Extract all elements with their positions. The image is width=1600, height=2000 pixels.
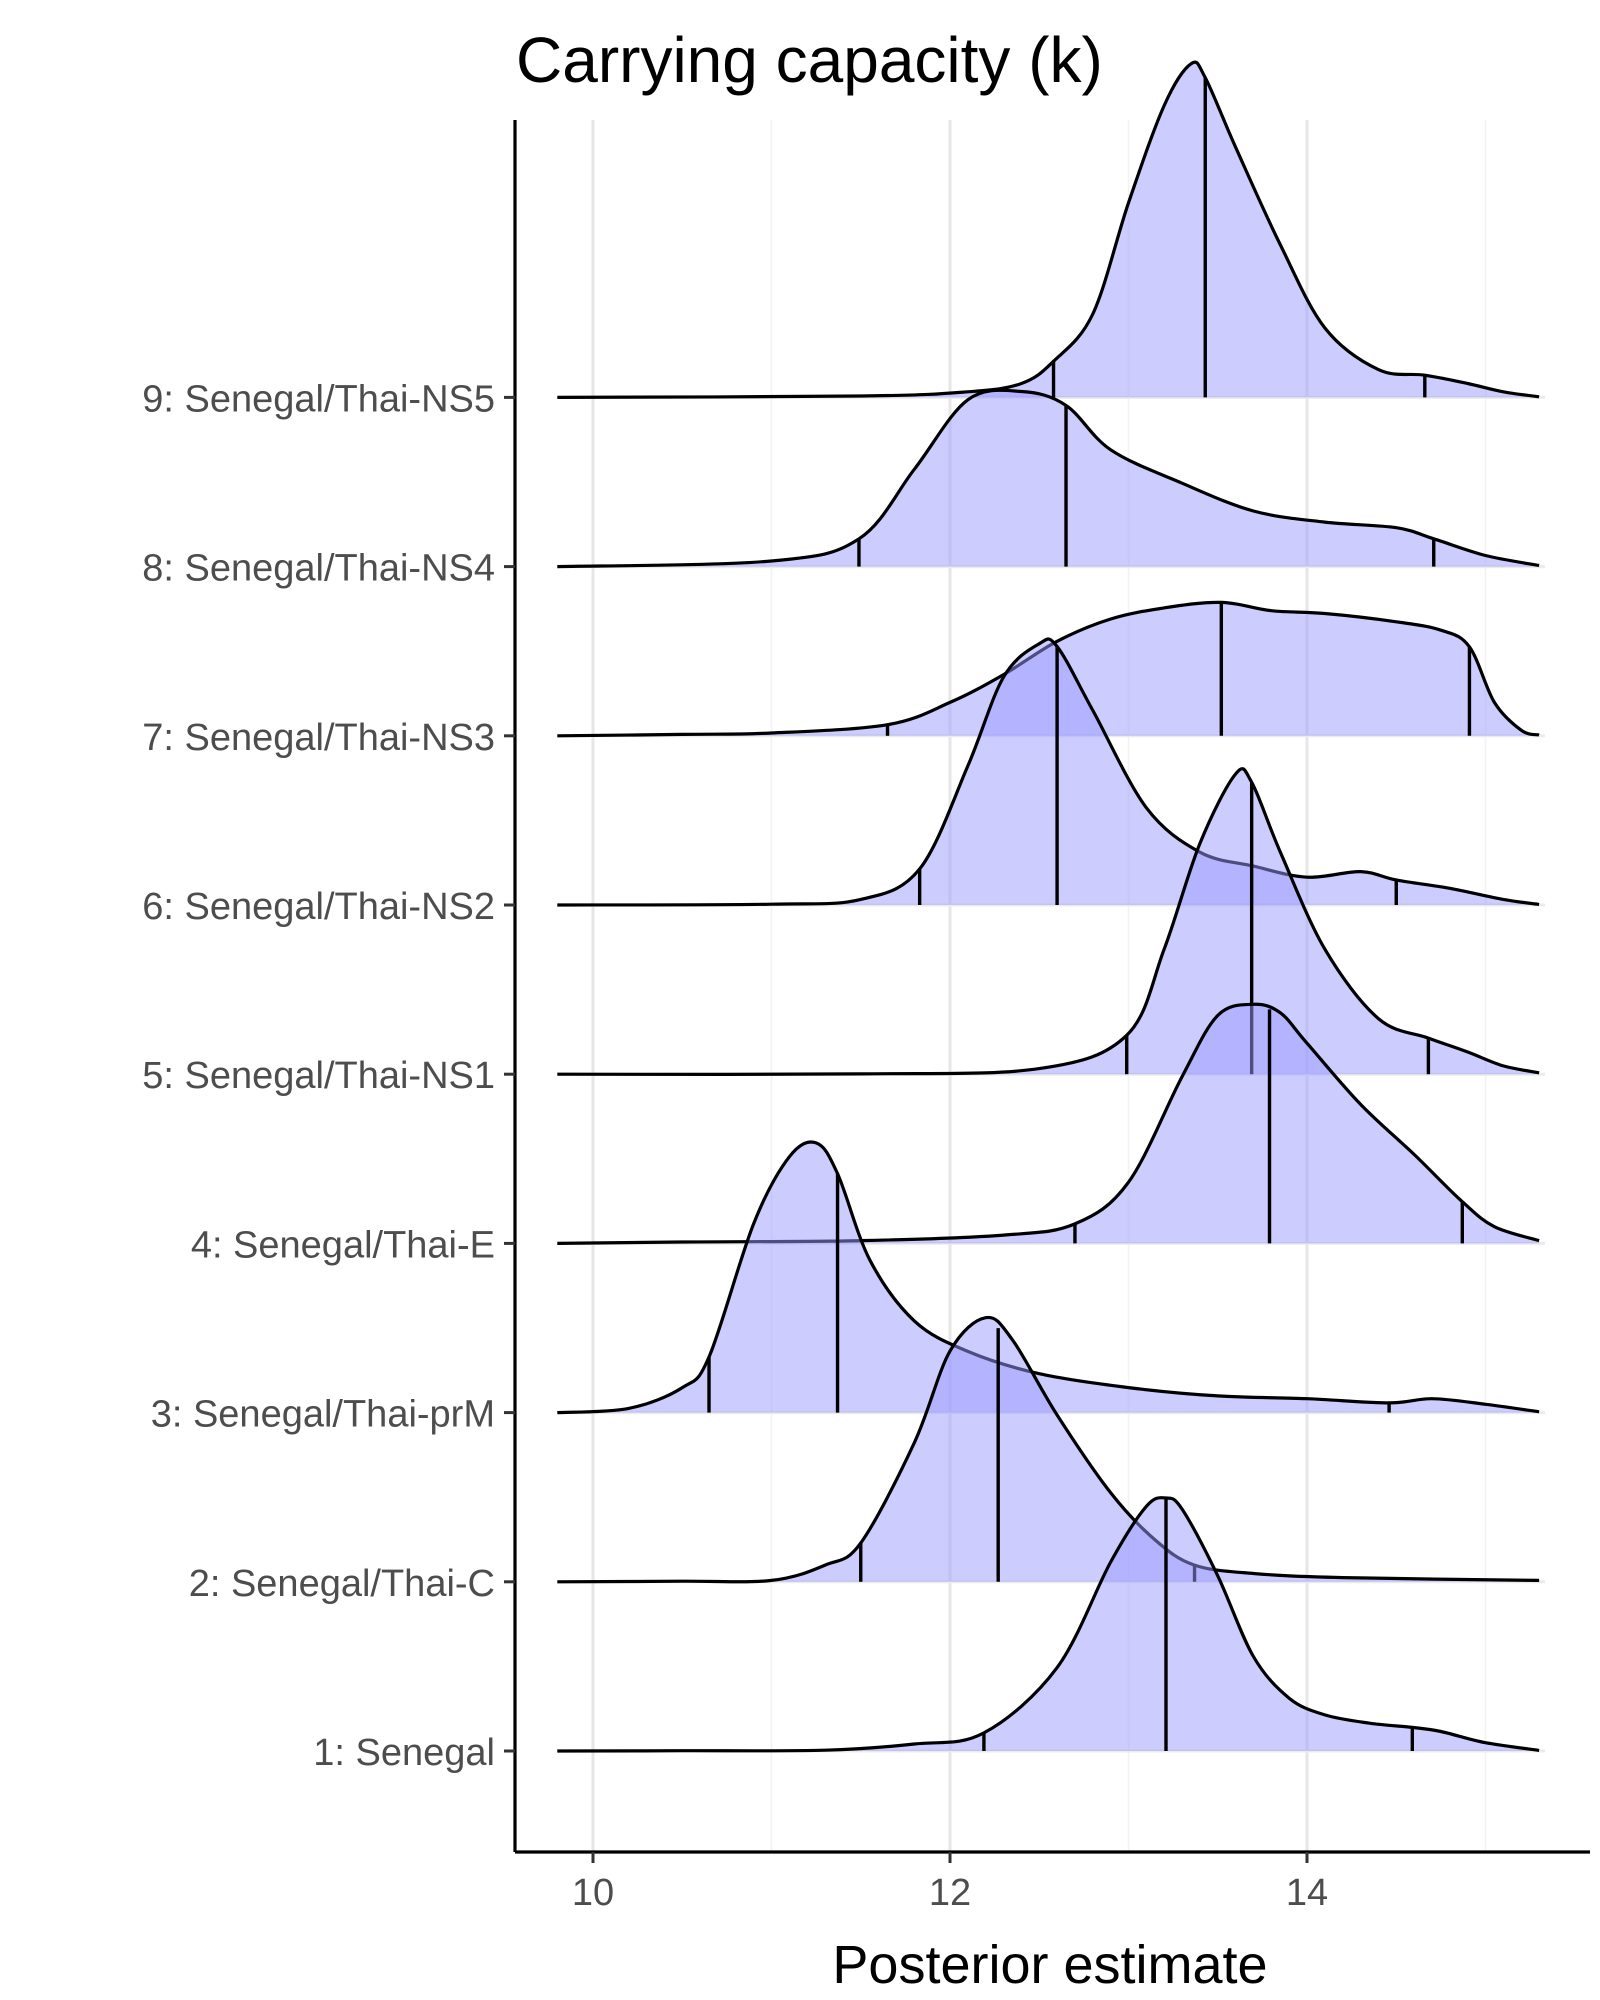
x-tick-label-12: 12 <box>929 1872 971 1914</box>
ridge-3 <box>557 1140 1540 1415</box>
ridge-fill-1 <box>557 1497 1540 1751</box>
ridge-line-7 <box>557 600 1540 738</box>
ridges-layer <box>557 60 1540 1753</box>
ridge-fill-9 <box>557 62 1540 398</box>
ridge-9 <box>557 60 1540 399</box>
y-tick-label-7: 7: Senegal/Thai-NS3 <box>142 717 495 759</box>
y-tick-label-4: 4: Senegal/Thai-E <box>191 1224 495 1266</box>
y-tick-label-9: 9: Senegal/Thai-NS5 <box>142 378 495 420</box>
y-tick-label-2: 2: Senegal/Thai-C <box>189 1563 495 1605</box>
ridge-1 <box>557 1496 1540 1753</box>
ridge-line-6 <box>557 637 1540 907</box>
chart-title: Carrying capacity (k) <box>516 24 1103 96</box>
x-axis-title: Posterior estimate <box>832 1935 1267 1995</box>
y-tick-label-5: 5: Senegal/Thai-NS1 <box>142 1055 495 1097</box>
ridge-fill-8 <box>557 390 1540 567</box>
ridge-fill-2 <box>557 1317 1540 1582</box>
y-tick-label-1: 1: Senegal <box>313 1732 495 1774</box>
ridge-line-8 <box>557 388 1540 569</box>
ridge-fill-6 <box>557 638 1540 905</box>
x-tick-label-10: 10 <box>572 1872 614 1914</box>
ridge-fill-4 <box>557 1004 1540 1244</box>
ridge-fill-3 <box>557 1142 1540 1413</box>
ridge-2 <box>557 1315 1540 1584</box>
x-axis: 10 12 14 <box>515 1850 1590 1914</box>
ridge-line-1 <box>557 1496 1540 1753</box>
y-tick-label-3: 3: Senegal/Thai-prM <box>151 1394 495 1436</box>
y-tick-label-6: 6: Senegal/Thai-NS2 <box>142 886 495 928</box>
ridge-line-2 <box>557 1315 1540 1584</box>
ridge-8 <box>557 388 1540 569</box>
ridge-line-3 <box>557 1140 1540 1415</box>
ridge-line-5 <box>557 767 1540 1076</box>
y-tick-label-8: 8: Senegal/Thai-NS4 <box>142 548 495 590</box>
x-tick-label-14: 14 <box>1286 1872 1328 1914</box>
ridge-line-9 <box>557 60 1540 399</box>
y-axis: 1: Senegal 2: Senegal/Thai-C 3: Senegal/Th… <box>142 120 517 1852</box>
ridge-6 <box>557 637 1540 907</box>
ridge-fill-5 <box>557 768 1540 1075</box>
